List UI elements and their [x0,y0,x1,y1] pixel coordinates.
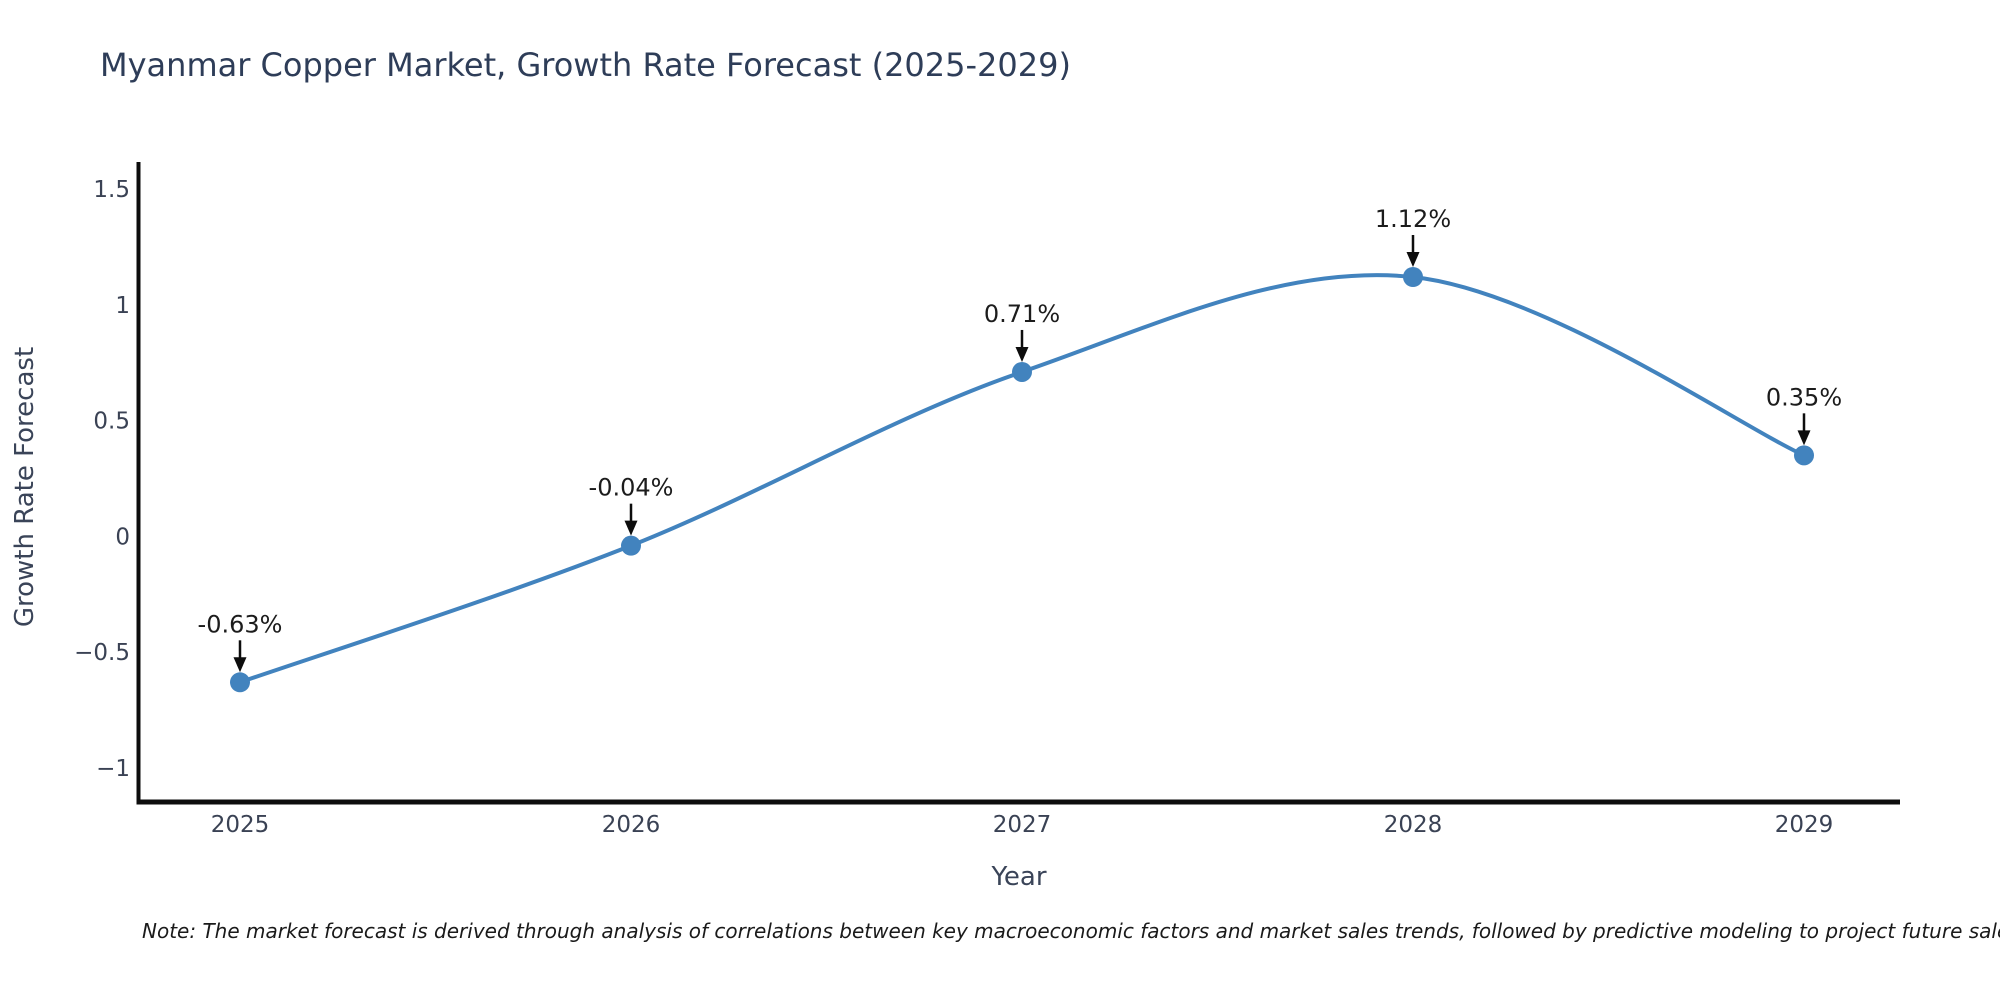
x-tick-label: 2026 [602,812,661,838]
data-point-2029 [1794,445,1814,466]
annotation-arrowhead-icon [1015,346,1029,362]
y-tick-label: 0 [115,524,130,550]
point-value-label: -0.63% [198,610,283,638]
annotation-arrowhead-icon [233,657,247,673]
y-tick-label: −1 [96,756,130,782]
y-tick-label: 0.5 [93,409,130,435]
point-value-label: 0.35% [1766,383,1842,411]
y-tick-label: 1 [115,293,130,319]
point-value-label: -0.04% [589,474,674,502]
y-tick-label: −0.5 [74,640,130,666]
y-tick-label: 1.5 [93,177,130,203]
data-point-2025 [230,672,250,693]
x-tick-label: 2029 [1775,812,1834,838]
x-tick-label: 2027 [993,812,1052,838]
x-tick-label: 2028 [1384,812,1443,838]
x-tick-label: 2025 [211,812,270,838]
point-value-label: 1.12% [1375,205,1451,233]
annotation-arrowhead-icon [1406,252,1420,268]
x-axis-title: Year [991,862,1047,892]
x-axis-spine [136,799,1900,805]
footnote: Note: The market forecast is derived thr… [142,919,2000,943]
point-value-label: 0.71% [984,300,1060,328]
annotation-arrowhead-icon [1797,430,1811,446]
data-point-2026 [621,535,641,556]
data-point-2028 [1403,267,1423,288]
y-axis-spine [136,162,141,804]
chart-title: Myanmar Copper Market, Growth Rate Forec… [100,46,1071,84]
data-point-2027 [1012,361,1032,382]
annotation-arrowhead-icon [624,520,638,536]
